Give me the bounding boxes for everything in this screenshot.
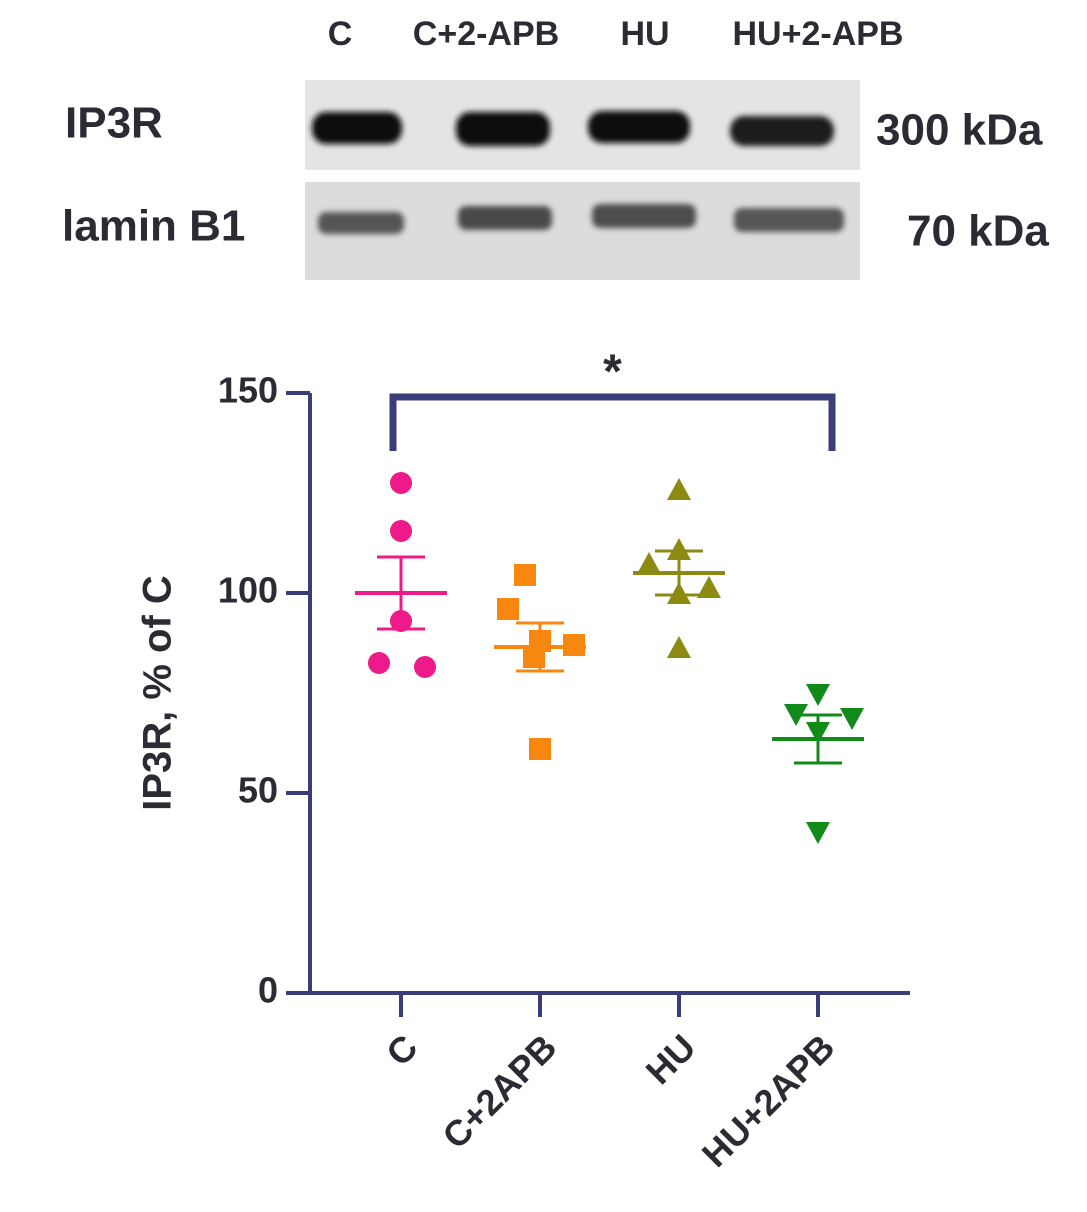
y-tick-label: 150 [218,370,278,411]
data-point [806,822,830,844]
band [734,208,844,232]
band [592,204,696,228]
y-tick-label: 0 [258,970,278,1011]
data-point [806,684,830,706]
x-tick-label: HU+2APB [694,1026,843,1175]
row-label: lamin B1 [62,202,245,251]
x-tick-label: C+2APB [434,1026,564,1156]
lane-label: C+2-APB [413,15,559,53]
lane-label: HU+2-APB [733,15,904,53]
x-tick-label: HU [638,1026,704,1092]
significance-label: * [603,346,622,399]
y-tick-label: 100 [218,570,278,611]
y-tick-label: 50 [238,770,278,811]
size-label: 70 kDa [907,207,1049,256]
data-point [637,552,661,574]
data-point [667,478,691,500]
x-tick-label: C [378,1026,425,1073]
data-point [523,646,545,668]
lane-label: C [328,15,353,53]
data-point [368,652,390,674]
data-point [414,656,436,678]
data-point [529,738,551,760]
lane-label: HU [620,15,669,53]
data-point [497,598,519,620]
size-label: 300 kDa [876,106,1043,155]
data-point [667,636,691,658]
row-label: IP3R [65,99,163,148]
significance-bracket [389,393,836,451]
data-point [514,564,536,586]
data-point [697,576,721,598]
data-point [390,520,412,542]
band [312,112,402,144]
data-point [390,472,412,494]
band [458,206,552,230]
data-point [667,538,691,560]
data-point [840,708,864,730]
band [318,212,404,234]
band [456,112,550,146]
y-axis-label: IP3R, % of C [136,575,180,811]
blot: C C+2-APB HU HU+2-APB IP3R lamin B1 300 … [62,15,1049,280]
band [588,111,690,143]
band [730,116,834,146]
